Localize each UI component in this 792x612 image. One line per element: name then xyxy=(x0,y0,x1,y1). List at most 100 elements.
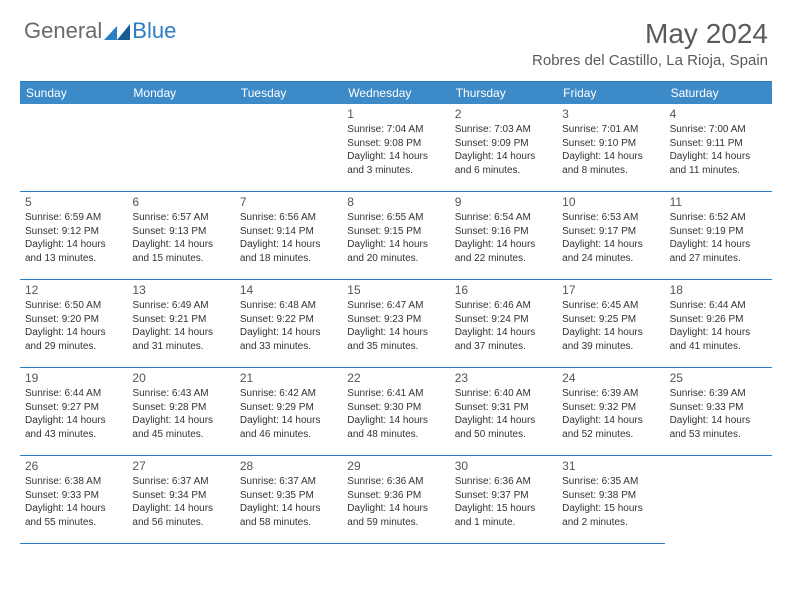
day-info: Sunrise: 6:39 AMSunset: 9:32 PMDaylight:… xyxy=(562,387,659,441)
day-number: 10 xyxy=(562,195,659,209)
day-info: Sunrise: 6:53 AMSunset: 9:17 PMDaylight:… xyxy=(562,211,659,265)
calendar-cell-empty xyxy=(235,104,342,192)
daylight-text: Daylight: 14 hours and 41 minutes. xyxy=(670,326,767,353)
month-title: May 2024 xyxy=(532,18,768,50)
day-info: Sunrise: 6:39 AMSunset: 9:33 PMDaylight:… xyxy=(670,387,767,441)
daylight-text: Daylight: 14 hours and 3 minutes. xyxy=(347,150,444,177)
calendar-cell: 15Sunrise: 6:47 AMSunset: 9:23 PMDayligh… xyxy=(342,280,449,368)
sunset-text: Sunset: 9:16 PM xyxy=(455,225,552,239)
calendar-cell: 23 Sunrise: 6:40 AMSunset: 9:31 PMDayligh… xyxy=(450,368,557,456)
calendar-cell: 8Sunrise: 6:55 AMSunset: 9:15 PMDaylight… xyxy=(342,192,449,280)
calendar-cell: 12Sunrise: 6:50 AMSunset: 9:20 PMDayligh… xyxy=(20,280,127,368)
calendar-cell: 4 Sunrise: 7:00 AMSunset: 9:11 PMDaylight… xyxy=(665,104,772,192)
sunrise-text: Sunrise: 6:39 AM xyxy=(670,387,767,401)
sunrise-text: Sunrise: 6:44 AM xyxy=(25,387,122,401)
daylight-text: Daylight: 15 hours and 2 minutes. xyxy=(562,502,659,529)
sunset-text: Sunset: 9:32 PM xyxy=(562,401,659,415)
day-info: Sunrise: 6:50 AMSunset: 9:20 PMDaylight:… xyxy=(25,299,122,353)
day-info: Sunrise: 6:59 AMSunset: 9:12 PMDaylight:… xyxy=(25,211,122,265)
day-info: Sunrise: 6:37 AMSunset: 9:34 PMDaylight:… xyxy=(132,475,229,529)
day-number: 23 xyxy=(455,371,552,385)
day-number: 15 xyxy=(347,283,444,297)
sunrise-text: Sunrise: 6:57 AM xyxy=(132,211,229,225)
daylight-text: Daylight: 14 hours and 27 minutes. xyxy=(670,238,767,265)
day-number: 30 xyxy=(455,459,552,473)
day-number: 4 xyxy=(670,107,767,121)
calendar: SundayMondayTuesdayWednesdayThursdayFrid… xyxy=(20,81,772,544)
sunset-text: Sunset: 9:14 PM xyxy=(240,225,337,239)
daylight-text: Daylight: 14 hours and 31 minutes. xyxy=(132,326,229,353)
day-info: Sunrise: 6:45 AMSunset: 9:25 PMDaylight:… xyxy=(562,299,659,353)
day-info: Sunrise: 6:56 AMSunset: 9:14 PMDaylight:… xyxy=(240,211,337,265)
sunrise-text: Sunrise: 6:35 AM xyxy=(562,475,659,489)
day-info: Sunrise: 6:37 AMSunset: 9:35 PMDaylight:… xyxy=(240,475,337,529)
calendar-cell: 19 Sunrise: 6:44 AMSunset: 9:27 PMDayligh… xyxy=(20,368,127,456)
calendar-cell: 31Sunrise: 6:35 AMSunset: 9:38 PMDayligh… xyxy=(557,456,664,544)
sunset-text: Sunset: 9:37 PM xyxy=(455,489,552,503)
daylight-text: Daylight: 14 hours and 8 minutes. xyxy=(562,150,659,177)
calendar-cell: 27Sunrise: 6:37 AMSunset: 9:34 PMDayligh… xyxy=(127,456,234,544)
calendar-cell: 6Sunrise: 6:57 AMSunset: 9:13 PMDaylight… xyxy=(127,192,234,280)
daylight-text: Daylight: 14 hours and 55 minutes. xyxy=(25,502,122,529)
day-number: 7 xyxy=(240,195,337,209)
sunrise-text: Sunrise: 6:59 AM xyxy=(25,211,122,225)
sunset-text: Sunset: 9:17 PM xyxy=(562,225,659,239)
title-block: May 2024 Robres del Castillo, La Rioja, … xyxy=(532,18,768,69)
sunrise-text: Sunrise: 6:36 AM xyxy=(347,475,444,489)
daylight-text: Daylight: 14 hours and 24 minutes. xyxy=(562,238,659,265)
daylight-text: Daylight: 14 hours and 22 minutes. xyxy=(455,238,552,265)
day-number: 9 xyxy=(455,195,552,209)
day-number: 28 xyxy=(240,459,337,473)
day-info: Sunrise: 6:41 AMSunset: 9:30 PMDaylight:… xyxy=(347,387,444,441)
calendar-cell: 20 Sunrise: 6:43 AMSunset: 9:28 PMDayligh… xyxy=(127,368,234,456)
day-number: 5 xyxy=(25,195,122,209)
sunrise-text: Sunrise: 6:43 AM xyxy=(132,387,229,401)
day-info: Sunrise: 6:46 AMSunset: 9:24 PMDaylight:… xyxy=(455,299,552,353)
day-number: 3 xyxy=(562,107,659,121)
daylight-text: Daylight: 14 hours and 18 minutes. xyxy=(240,238,337,265)
sunset-text: Sunset: 9:25 PM xyxy=(562,313,659,327)
sunrise-text: Sunrise: 6:47 AM xyxy=(347,299,444,313)
calendar-cell: 2Sunrise: 7:03 AMSunset: 9:09 PMDaylight… xyxy=(450,104,557,192)
day-info: Sunrise: 6:40 AMSunset: 9:31 PMDaylight:… xyxy=(455,387,552,441)
day-info: Sunrise: 6:42 AMSunset: 9:29 PMDaylight:… xyxy=(240,387,337,441)
weekday-header-row: SundayMondayTuesdayWednesdayThursdayFrid… xyxy=(20,82,772,104)
calendar-cell: 30Sunrise: 6:36 AMSunset: 9:37 PMDayligh… xyxy=(450,456,557,544)
calendar-grid: 1Sunrise: 7:04 AMSunset: 9:08 PMDaylight… xyxy=(20,104,772,544)
day-info: Sunrise: 7:00 AMSunset: 9:11 PMDaylight:… xyxy=(670,123,767,177)
day-number: 25 xyxy=(670,371,767,385)
weekday-header: Tuesday xyxy=(235,82,342,104)
daylight-text: Daylight: 14 hours and 29 minutes. xyxy=(25,326,122,353)
day-number: 1 xyxy=(347,107,444,121)
calendar-cell: 11Sunrise: 6:52 AMSunset: 9:19 PMDayligh… xyxy=(665,192,772,280)
sunrise-text: Sunrise: 6:46 AM xyxy=(455,299,552,313)
sunrise-text: Sunrise: 6:42 AM xyxy=(240,387,337,401)
daylight-text: Daylight: 14 hours and 37 minutes. xyxy=(455,326,552,353)
sunrise-text: Sunrise: 7:01 AM xyxy=(562,123,659,137)
day-number: 19 xyxy=(25,371,122,385)
day-number: 13 xyxy=(132,283,229,297)
calendar-cell: 25 Sunrise: 6:39 AMSunset: 9:33 PMDayligh… xyxy=(665,368,772,456)
sunset-text: Sunset: 9:08 PM xyxy=(347,137,444,151)
daylight-text: Daylight: 14 hours and 59 minutes. xyxy=(347,502,444,529)
calendar-cell: 18Sunrise: 6:44 AMSunset: 9:26 PMDayligh… xyxy=(665,280,772,368)
calendar-cell: 10 Sunrise: 6:53 AMSunset: 9:17 PMDayligh… xyxy=(557,192,664,280)
day-info: Sunrise: 6:54 AMSunset: 9:16 PMDaylight:… xyxy=(455,211,552,265)
day-info: Sunrise: 6:44 AMSunset: 9:27 PMDaylight:… xyxy=(25,387,122,441)
day-info: Sunrise: 6:44 AMSunset: 9:26 PMDaylight:… xyxy=(670,299,767,353)
calendar-cell: 7 Sunrise: 6:56 AMSunset: 9:14 PMDaylight… xyxy=(235,192,342,280)
day-number: 8 xyxy=(347,195,444,209)
calendar-cell: 13Sunrise: 6:49 AMSunset: 9:21 PMDayligh… xyxy=(127,280,234,368)
sunset-text: Sunset: 9:13 PM xyxy=(132,225,229,239)
day-number: 22 xyxy=(347,371,444,385)
sunrise-text: Sunrise: 7:03 AM xyxy=(455,123,552,137)
day-number: 11 xyxy=(670,195,767,209)
daylight-text: Daylight: 14 hours and 46 minutes. xyxy=(240,414,337,441)
day-number: 2 xyxy=(455,107,552,121)
day-number: 20 xyxy=(132,371,229,385)
sunset-text: Sunset: 9:27 PM xyxy=(25,401,122,415)
sunset-text: Sunset: 9:20 PM xyxy=(25,313,122,327)
sunrise-text: Sunrise: 6:52 AM xyxy=(670,211,767,225)
day-info: Sunrise: 6:43 AMSunset: 9:28 PMDaylight:… xyxy=(132,387,229,441)
daylight-text: Daylight: 14 hours and 56 minutes. xyxy=(132,502,229,529)
